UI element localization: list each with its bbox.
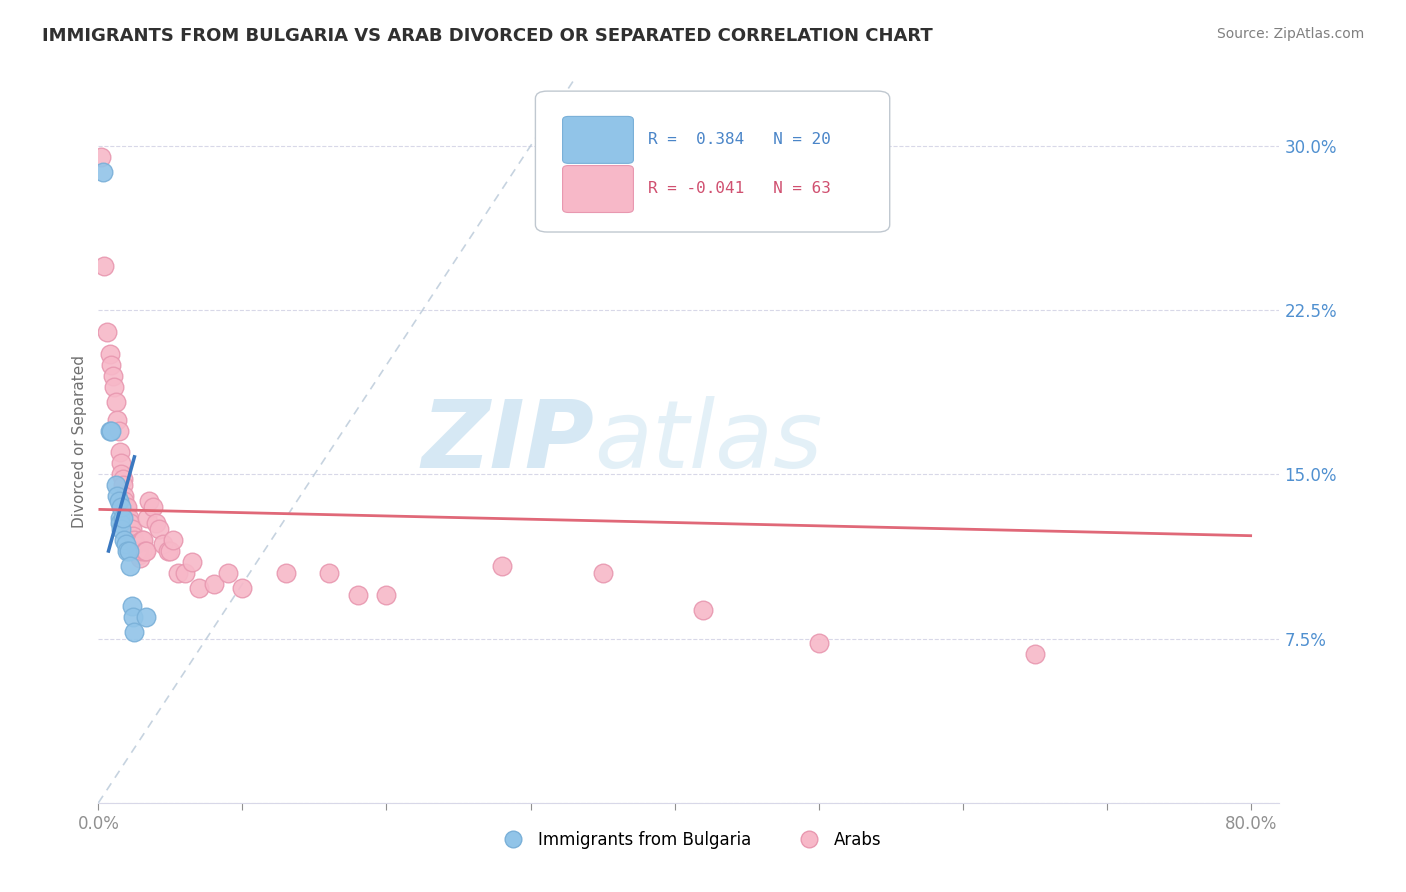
Point <box>346 588 368 602</box>
Point <box>128 544 150 558</box>
Point <box>118 544 141 558</box>
Point <box>142 500 165 515</box>
Point <box>217 566 239 580</box>
Point <box>103 380 125 394</box>
Point <box>91 165 114 179</box>
Point <box>135 544 157 558</box>
Text: atlas: atlas <box>595 396 823 487</box>
Legend: Immigrants from Bulgaria, Arabs: Immigrants from Bulgaria, Arabs <box>489 824 889 856</box>
Point <box>132 533 155 547</box>
Point <box>145 516 167 530</box>
Point <box>121 599 143 613</box>
Text: Source: ZipAtlas.com: Source: ZipAtlas.com <box>1216 27 1364 41</box>
Point <box>104 395 127 409</box>
Point <box>156 544 179 558</box>
Text: ZIP: ZIP <box>422 395 595 488</box>
Point <box>375 588 398 602</box>
Point <box>114 500 136 515</box>
Point <box>111 478 134 492</box>
Point <box>105 412 128 426</box>
Point <box>108 511 131 525</box>
Point <box>115 500 138 515</box>
Point <box>125 537 148 551</box>
Point <box>127 544 149 558</box>
Point <box>96 325 118 339</box>
Point <box>318 566 340 580</box>
Point <box>135 609 157 624</box>
Point <box>152 537 174 551</box>
Point <box>107 493 129 508</box>
Point <box>98 347 121 361</box>
Point <box>112 533 135 547</box>
Point <box>159 544 181 558</box>
Point <box>122 609 145 624</box>
Point <box>110 500 132 515</box>
Point <box>134 544 156 558</box>
Text: R = -0.041   N = 63: R = -0.041 N = 63 <box>648 181 831 196</box>
FancyBboxPatch shape <box>562 117 634 163</box>
Point <box>90 150 112 164</box>
Point <box>104 478 127 492</box>
Point <box>128 549 150 563</box>
Point <box>110 522 132 536</box>
FancyBboxPatch shape <box>536 91 890 232</box>
Point <box>173 566 195 580</box>
Point <box>122 529 145 543</box>
Y-axis label: Divorced or Separated: Divorced or Separated <box>72 355 87 528</box>
Point <box>1024 647 1046 661</box>
Point <box>107 424 129 438</box>
Point <box>138 493 160 508</box>
Point <box>188 581 211 595</box>
Point <box>124 533 146 547</box>
Point <box>166 566 188 580</box>
Point <box>112 493 135 508</box>
Point <box>98 424 121 438</box>
Point <box>692 603 714 617</box>
Point <box>274 566 297 580</box>
Point <box>131 544 153 558</box>
Point <box>148 522 170 536</box>
Point <box>101 368 124 383</box>
Point <box>807 636 830 650</box>
Point <box>121 522 143 536</box>
Text: IMMIGRANTS FROM BULGARIA VS ARAB DIVORCED OR SEPARATED CORRELATION CHART: IMMIGRANTS FROM BULGARIA VS ARAB DIVORCE… <box>42 27 934 45</box>
Point <box>115 544 138 558</box>
Point <box>120 516 142 530</box>
Point <box>162 533 184 547</box>
Point <box>131 533 153 547</box>
Point <box>108 445 131 459</box>
Point <box>118 516 141 530</box>
Point <box>105 489 128 503</box>
Point <box>124 625 146 640</box>
Point <box>592 566 614 580</box>
Point <box>110 457 132 471</box>
Point <box>491 559 513 574</box>
FancyBboxPatch shape <box>562 166 634 212</box>
Point <box>93 260 115 274</box>
Point <box>111 472 134 486</box>
Point <box>124 537 146 551</box>
Point <box>136 511 159 525</box>
Point <box>114 537 136 551</box>
Point <box>231 581 253 595</box>
Point <box>100 424 122 438</box>
Point <box>112 489 135 503</box>
Point <box>118 511 141 525</box>
Point <box>115 511 138 525</box>
Point <box>110 467 132 482</box>
Point <box>120 522 142 536</box>
Text: R =  0.384   N = 20: R = 0.384 N = 20 <box>648 132 831 147</box>
Point <box>120 559 142 574</box>
Point <box>111 511 134 525</box>
Point <box>129 550 152 565</box>
Point <box>181 555 204 569</box>
Point <box>202 577 225 591</box>
Point <box>108 516 131 530</box>
Point <box>100 358 122 372</box>
